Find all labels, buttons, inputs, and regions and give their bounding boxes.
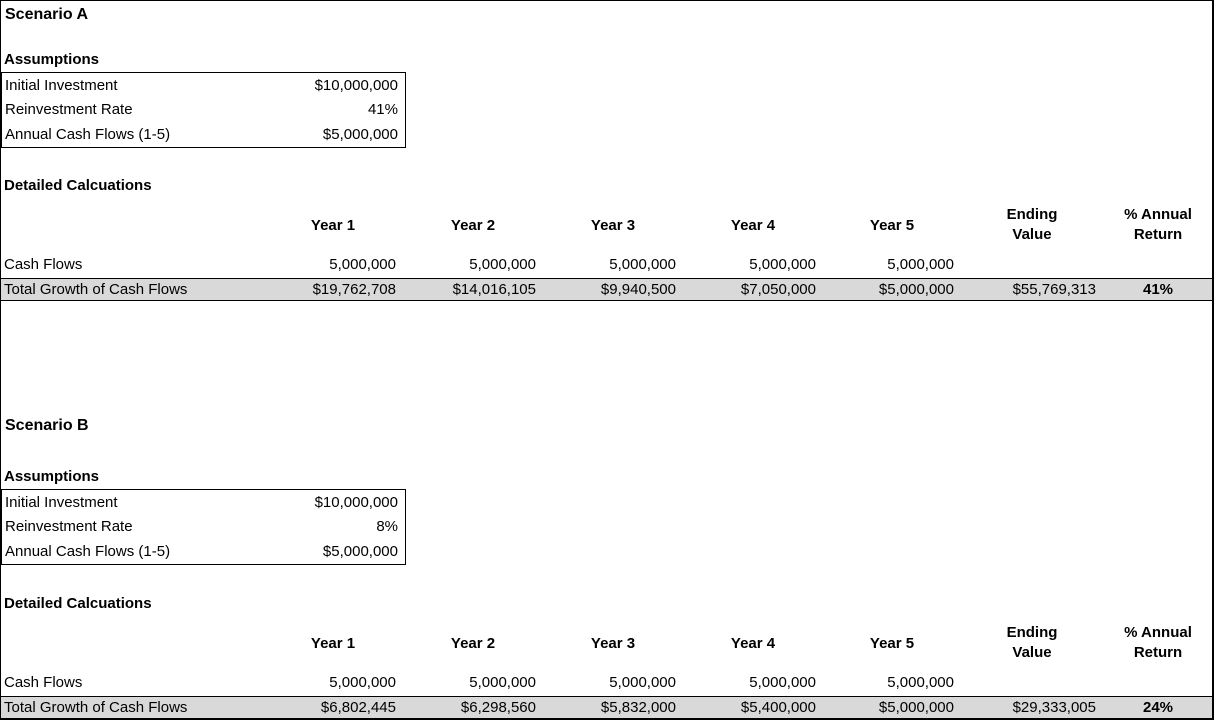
total-growth-value: $6,298,560 (460, 699, 536, 716)
cash-flows-label: Cash Flows (4, 256, 83, 273)
assumption-value: $5,000,000 (322, 543, 398, 561)
assumption-value: $10,000,000 (314, 76, 398, 94)
scenario-b-calculations-heading: Detailed Calcuations (4, 595, 152, 612)
ending-value-header: Ending Value (1006, 206, 1058, 243)
assumption-value: $5,000,000 (322, 126, 398, 144)
year-2-header: Year 2 (450, 216, 496, 234)
assumption-value: $10,000,000 (314, 493, 398, 511)
assumption-value: 8% (376, 518, 398, 536)
ending-value: $29,333,005 (1012, 699, 1096, 716)
year-3-header: Year 3 (590, 634, 636, 652)
total-growth-value: $5,400,000 (740, 699, 816, 716)
empty-cell (1103, 251, 1212, 278)
total-growth-value: $9,940,500 (600, 281, 676, 298)
scenario-b-assumptions-table: Initial Investment $10,000,000 Reinvestm… (1, 489, 406, 565)
cash-flow-value: 5,000,000 (609, 674, 676, 691)
year-3-header: Year 3 (590, 216, 636, 234)
ending-value: $55,769,313 (1012, 281, 1096, 298)
total-growth-value: $5,000,000 (878, 281, 954, 298)
scenario-a-assumptions-table: Initial Investment $10,000,000 Reinvestm… (1, 72, 406, 148)
annual-return-header: % Annual Return (1124, 206, 1192, 243)
table-header-row: Year 1 Year 2 Year 3 Year 4 Year 5 Endin… (1, 617, 1212, 669)
assumption-label: Annual Cash Flows (1-5) (5, 126, 171, 144)
cash-flow-value: 5,000,000 (749, 674, 816, 691)
total-growth-row: Total Growth of Cash Flows $19,762,708 $… (1, 278, 1212, 301)
assumption-label: Initial Investment (5, 76, 118, 94)
cash-flow-value: 5,000,000 (887, 674, 954, 691)
total-growth-value: $14,016,105 (452, 281, 536, 298)
assumption-row: Annual Cash Flows (1-5) $5,000,000 (2, 543, 405, 560)
scenario-a-calculations-heading: Detailed Calcuations (4, 177, 152, 194)
empty-cell (961, 669, 1103, 696)
cash-flow-value: 5,000,000 (609, 256, 676, 273)
cash-flow-value: 5,000,000 (329, 256, 396, 273)
cash-flow-value: 5,000,000 (469, 256, 536, 273)
year-5-header: Year 5 (869, 216, 915, 234)
annual-return-value: 41% (1142, 281, 1174, 298)
scenario-b-calculations-table: Year 1 Year 2 Year 3 Year 4 Year 5 Endin… (1, 617, 1212, 718)
scenario-b-title: Scenario B (5, 417, 89, 434)
cash-flows-row: Cash Flows 5,000,000 5,000,000 5,000,000… (1, 669, 1212, 696)
assumption-label: Annual Cash Flows (1-5) (5, 543, 171, 561)
empty-header-cell (1, 199, 263, 251)
assumption-row: Reinvestment Rate 8% (2, 518, 405, 535)
year-4-header: Year 4 (730, 216, 776, 234)
year-2-header: Year 2 (450, 634, 496, 652)
cash-flow-value: 5,000,000 (749, 256, 816, 273)
cash-flows-row: Cash Flows 5,000,000 5,000,000 5,000,000… (1, 251, 1212, 278)
empty-cell (1103, 669, 1212, 696)
total-growth-row: Total Growth of Cash Flows $6,802,445 $6… (1, 696, 1212, 718)
annual-return-header: % Annual Return (1124, 624, 1192, 661)
total-growth-value: $5,000,000 (878, 699, 954, 716)
table-header-row: Year 1 Year 2 Year 3 Year 4 Year 5 Endin… (1, 199, 1212, 251)
assumption-value: 41% (367, 101, 398, 119)
year-4-header: Year 4 (730, 634, 776, 652)
assumption-label: Reinvestment Rate (5, 101, 133, 119)
scenario-a-calculations-table: Year 1 Year 2 Year 3 Year 4 Year 5 Endin… (1, 199, 1212, 301)
assumption-row: Reinvestment Rate 41% (2, 101, 405, 118)
cash-flows-label: Cash Flows (4, 674, 83, 691)
total-growth-label: Total Growth of Cash Flows (4, 699, 188, 716)
annual-return-value: 24% (1142, 699, 1174, 716)
scenario-a-assumptions-heading: Assumptions (4, 51, 100, 68)
assumption-row: Initial Investment $10,000,000 (2, 494, 405, 511)
assumption-label: Reinvestment Rate (5, 518, 133, 536)
ending-value-header: Ending Value (1006, 624, 1058, 661)
total-growth-value: $19,762,708 (312, 281, 396, 298)
empty-cell (961, 251, 1103, 278)
assumption-row: Initial Investment $10,000,000 (2, 77, 405, 94)
total-growth-label: Total Growth of Cash Flows (4, 281, 188, 298)
scenario-a-title: Scenario A (5, 6, 88, 23)
scenario-b-assumptions-heading: Assumptions (4, 468, 100, 485)
cash-flow-value: 5,000,000 (469, 674, 536, 691)
cash-flow-value: 5,000,000 (329, 674, 396, 691)
year-1-header: Year 1 (310, 216, 356, 234)
assumption-row: Annual Cash Flows (1-5) $5,000,000 (2, 126, 405, 143)
total-growth-value: $7,050,000 (740, 281, 816, 298)
assumption-label: Initial Investment (5, 493, 118, 511)
empty-header-cell (1, 617, 263, 669)
total-growth-value: $5,832,000 (600, 699, 676, 716)
year-5-header: Year 5 (869, 634, 915, 652)
year-1-header: Year 1 (310, 634, 356, 652)
cash-flow-value: 5,000,000 (887, 256, 954, 273)
total-growth-value: $6,802,445 (320, 699, 396, 716)
